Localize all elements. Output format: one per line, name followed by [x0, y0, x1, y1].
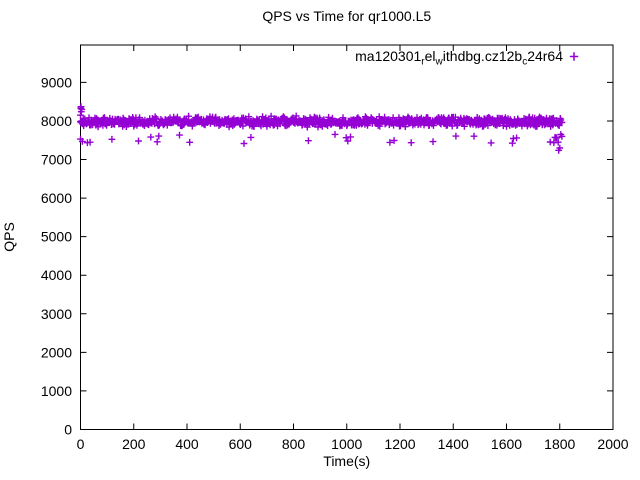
axis-tick-marks	[80, 45, 614, 430]
x-tick-label: 0	[77, 436, 85, 452]
y-tick-label: 9000	[41, 74, 72, 90]
x-axis-label: Time(s)	[323, 453, 370, 469]
x-tick-label: 800	[282, 436, 306, 452]
chart-title: QPS vs Time for qr1000.L5	[262, 8, 431, 24]
x-tick-label: 1200	[384, 436, 415, 452]
x-tick-label: 2000	[597, 436, 628, 452]
x-tick-label: 400	[175, 436, 199, 452]
x-tick-label: 600	[229, 436, 253, 452]
plot-generated-layer: 0 200 400 600 800 1000 1200 1400 1600 1800 2000 0 10…	[41, 44, 629, 452]
y-tick-label: 5000	[41, 229, 72, 245]
legend-series-label: ma120301relwithdbg.cz12bc24r64	[355, 48, 563, 68]
y-tick-label: 2000	[41, 344, 72, 360]
y-tick-label: 1000	[41, 383, 72, 399]
y-tick-label: 0	[64, 422, 72, 438]
x-tick-label: 1000	[331, 436, 362, 452]
x-tick-label: 1600	[491, 436, 522, 452]
y-tick-label: 8000	[41, 113, 72, 129]
y-tick-label: 7000	[41, 152, 72, 168]
x-tick-label: 1400	[438, 436, 469, 452]
plot-border	[80, 44, 614, 430]
series-data-points	[77, 103, 566, 154]
x-tick-label: 1800	[544, 436, 575, 452]
legend-plus-marker-icon	[569, 52, 579, 61]
y-tick-label: 6000	[41, 190, 72, 206]
x-tick-label: 200	[122, 436, 146, 452]
y-axis-label: QPS	[1, 222, 17, 252]
y-tick-label: 4000	[41, 267, 72, 283]
y-tick-label: 3000	[41, 306, 72, 322]
